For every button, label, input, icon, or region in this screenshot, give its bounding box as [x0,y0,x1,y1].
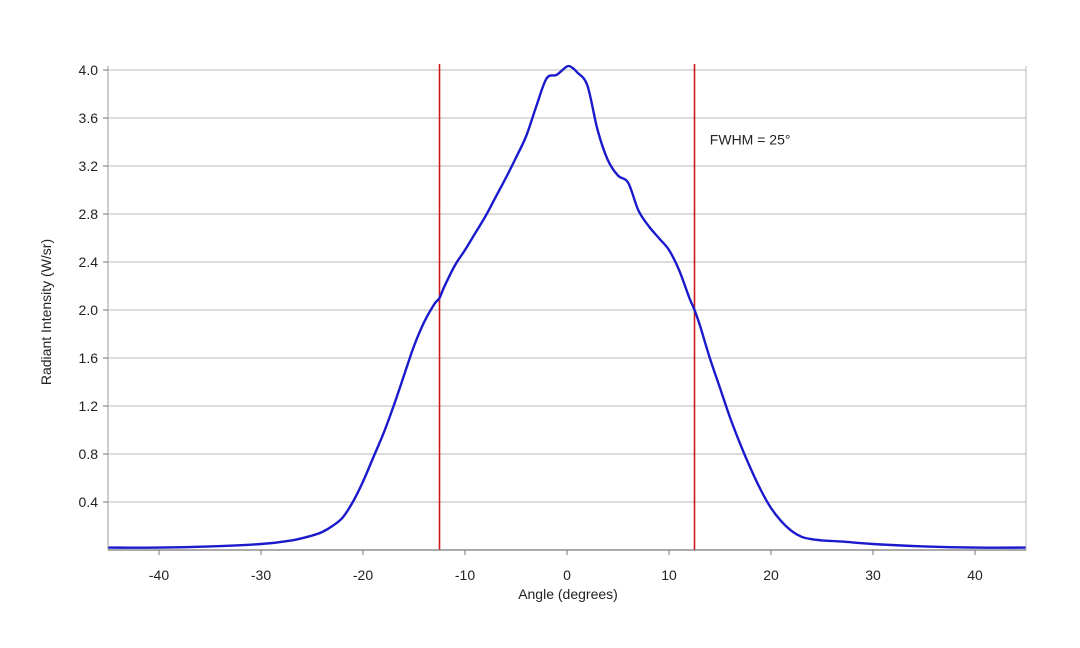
y-tick-label: 2.0 [79,302,99,318]
x-tick-label: 10 [661,567,677,583]
y-tick-label: 0.8 [79,446,99,462]
series-group [107,64,1027,549]
y-axis-label: Radiant Intensity (W/sr) [38,239,54,385]
y-tick-label: 2.8 [79,206,99,222]
x-axis-label: Angle (degrees) [518,586,618,602]
annotations: FWHM = 25° [710,131,791,147]
x-tick-label: -20 [353,567,373,583]
x-tick-label: -40 [149,567,169,583]
fwhm-annotation: FWHM = 25° [710,131,791,147]
x-tick-label: 20 [763,567,779,583]
x-tick-label: 30 [865,567,881,583]
y-tick-label: 3.6 [79,110,99,126]
y-tick-label: 1.2 [79,398,99,414]
y-tick-label: 0.4 [79,494,99,510]
x-tick-label: -10 [455,567,475,583]
axes [107,66,1027,551]
x-tick-label: 40 [967,567,983,583]
y-tick-label: 2.4 [79,254,99,270]
y-axis-ticks: 0.4 0.8 1.2 1.6 2.0 2.4 2.8 3.2 3.6 4.0 [79,62,108,510]
y-tick-label: 4.0 [79,62,99,78]
x-tick-label: -30 [251,567,271,583]
y-tick-label: 1.6 [79,350,99,366]
x-axis-ticks: -40 -30 -20 -10 0 10 20 30 40 [149,550,983,583]
x-tick-label: 0 [563,567,571,583]
grid-lines [108,69,1026,503]
y-tick-label: 3.2 [79,158,99,174]
reference-lines [438,64,696,550]
series-line [107,64,1027,549]
